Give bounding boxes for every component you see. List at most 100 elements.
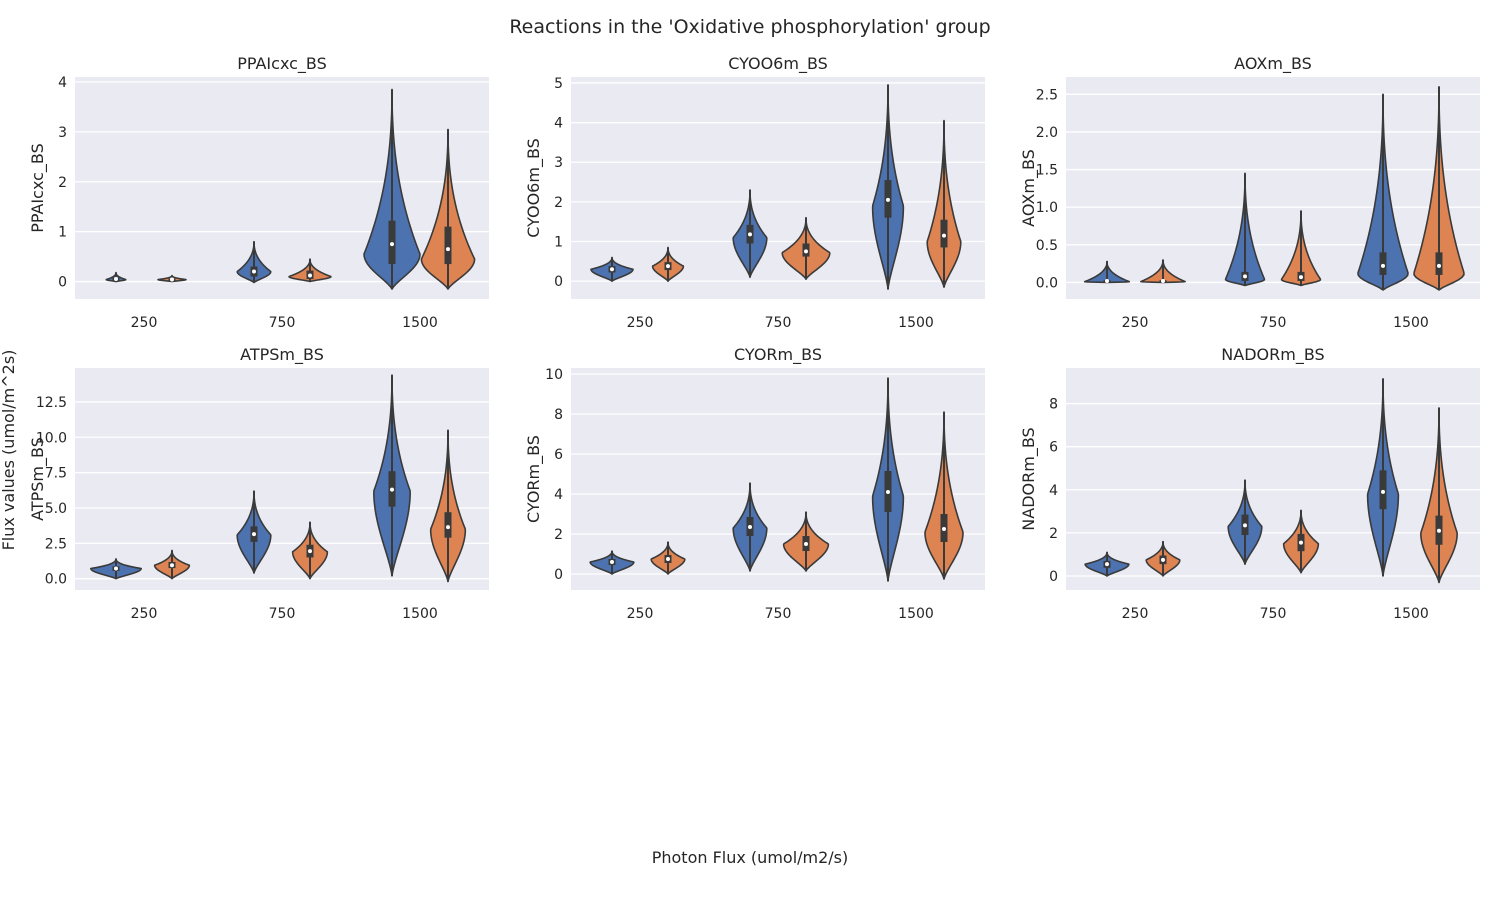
- y-tick-label: 2.5: [45, 536, 67, 552]
- subplot-title: CYOO6m_BS: [728, 54, 828, 74]
- subplot-title: CYORm_BS: [734, 345, 822, 365]
- x-tick-label: 750: [269, 315, 296, 331]
- y-tick-label: 1: [58, 225, 67, 241]
- violin-median-dot: [1105, 278, 1109, 283]
- violin-median-dot: [252, 532, 256, 537]
- y-tick-label: 0: [554, 567, 563, 583]
- y-tick-label: 2: [554, 527, 563, 543]
- x-tick-label: 750: [1260, 606, 1287, 622]
- x-tick-label: 750: [1260, 315, 1287, 331]
- plot-area: [571, 368, 985, 590]
- violin-median-dot: [1381, 263, 1385, 268]
- violin-median-dot: [886, 490, 890, 494]
- y-tick-label: 0.0: [1036, 275, 1058, 291]
- subplot-6: 0 2 4 6 8 250 750 1500 NADORm_BS NADORm_BS: [1019, 345, 1480, 622]
- violin-iqr-box: [1379, 252, 1387, 275]
- violin-median-dot: [804, 249, 808, 254]
- violin-median-dot: [748, 232, 752, 237]
- y-tick-label: 3: [554, 155, 563, 171]
- violin-median-dot: [1105, 562, 1109, 567]
- x-tick-label: 750: [269, 606, 296, 622]
- y-tick-label: 2: [554, 195, 563, 211]
- x-tick-label: 1500: [1393, 606, 1429, 622]
- y-tick-label: 4: [554, 487, 563, 503]
- violin-iqr-box: [1435, 252, 1443, 275]
- x-tick-label: 1500: [898, 315, 934, 331]
- violin-median-dot: [942, 233, 946, 238]
- violin-median-dot: [308, 549, 312, 554]
- y-tick-label: 10.0: [36, 430, 67, 446]
- y-tick-label: 5: [554, 76, 563, 92]
- x-tick-label: 1500: [402, 606, 438, 622]
- violin-median-dot: [886, 197, 890, 202]
- subplot-5: 0 2 4 6 8 10 250 750 1500 CYORm_BS CYORm_BS: [524, 345, 985, 622]
- violin-median-dot: [1299, 540, 1303, 545]
- violin-median-dot: [446, 525, 450, 530]
- y-tick-label: 0.5: [1036, 238, 1058, 254]
- violin-median-dot: [1243, 523, 1247, 528]
- x-tick-label: 250: [1122, 315, 1149, 331]
- subplot-1: 0 1 2 3 4 250 750 1500 PPAIcxc_BS PPAIcxc_BS: [28, 54, 489, 331]
- y-tick-label: 2: [1049, 526, 1058, 542]
- y-tick-label: 2.5: [1036, 87, 1058, 103]
- subplot-4: 0.0 2.5 5.0 7.5 10.0 12.5 250 750 1500 ATPSm_BS AT…: [28, 345, 489, 622]
- violin-median-dot: [804, 542, 808, 546]
- violin-median-dot: [308, 273, 312, 278]
- violin-median-dot: [610, 560, 614, 564]
- violin-iqr-box: [1379, 470, 1387, 510]
- violin-median-dot: [170, 277, 174, 282]
- plot-area: [1066, 77, 1480, 299]
- violin-iqr-box: [444, 512, 452, 538]
- y-axis-label: PPAIcxc_BS: [28, 143, 48, 233]
- violin-median-dot: [170, 563, 174, 568]
- violin-median-dot: [252, 269, 256, 274]
- x-tick-label: 250: [627, 315, 654, 331]
- x-tick-label: 750: [765, 315, 792, 331]
- plot-area: [75, 77, 489, 299]
- violin-median-dot: [666, 557, 670, 561]
- violin-median-dot: [446, 247, 450, 252]
- y-tick-label: 4: [554, 116, 563, 132]
- plot-area: [75, 368, 489, 590]
- y-tick-label: 10: [545, 367, 563, 383]
- violin-median-dot: [1299, 275, 1303, 280]
- y-tick-label: 6: [554, 447, 563, 463]
- x-tick-label: 750: [765, 606, 792, 622]
- y-tick-label: 2.0: [1036, 125, 1058, 141]
- y-tick-label: 0: [554, 274, 563, 290]
- subplot-title: NADORm_BS: [1221, 345, 1324, 365]
- subplot-title: AOXm_BS: [1234, 54, 1312, 74]
- y-axis-label: ATPSm_BS: [28, 437, 48, 521]
- y-axis-label: CYOO6m_BS: [524, 138, 544, 238]
- y-tick-label: 0.0: [45, 572, 67, 588]
- x-tick-label: 250: [1122, 606, 1149, 622]
- subplot-3: 0.0 0.5 1.0 1.5 2.0 2.5 250 750 1500 AOXm_BS AOXm_…: [1019, 54, 1480, 331]
- violin-median-dot: [1437, 528, 1441, 533]
- violin-median-dot: [1381, 489, 1385, 494]
- subplot-2: 0 1 2 3 4 5 250 750 1500 CYOO6m_BS CYOO6m_BS: [524, 54, 985, 331]
- y-tick-label: 1: [554, 235, 563, 251]
- violin-median-dot: [942, 527, 946, 531]
- violin-median-dot: [610, 267, 614, 272]
- violin-median-dot: [1161, 557, 1165, 562]
- y-tick-label: 8: [554, 407, 563, 423]
- figure-y-label: Flux values (umol/m^2s): [0, 350, 18, 551]
- y-tick-label: 4: [1049, 483, 1058, 499]
- violin-median-dot: [390, 242, 394, 247]
- y-axis-label: AOXm_BS: [1019, 149, 1039, 227]
- violin-median-dot: [1161, 278, 1165, 283]
- y-tick-label: 7.5: [45, 466, 67, 482]
- violin-median-dot: [748, 525, 752, 529]
- violin-median-dot: [1437, 263, 1441, 268]
- subplot-title: ATPSm_BS: [240, 345, 324, 365]
- violin-median-dot: [114, 566, 118, 571]
- violin-median-dot: [1243, 274, 1247, 279]
- y-tick-label: 5.0: [45, 501, 67, 517]
- y-tick-label: 12.5: [36, 395, 67, 411]
- x-tick-label: 1500: [402, 315, 438, 331]
- y-tick-label: 8: [1049, 397, 1058, 413]
- x-tick-label: 1500: [898, 606, 934, 622]
- violin-iqr-box: [444, 226, 452, 265]
